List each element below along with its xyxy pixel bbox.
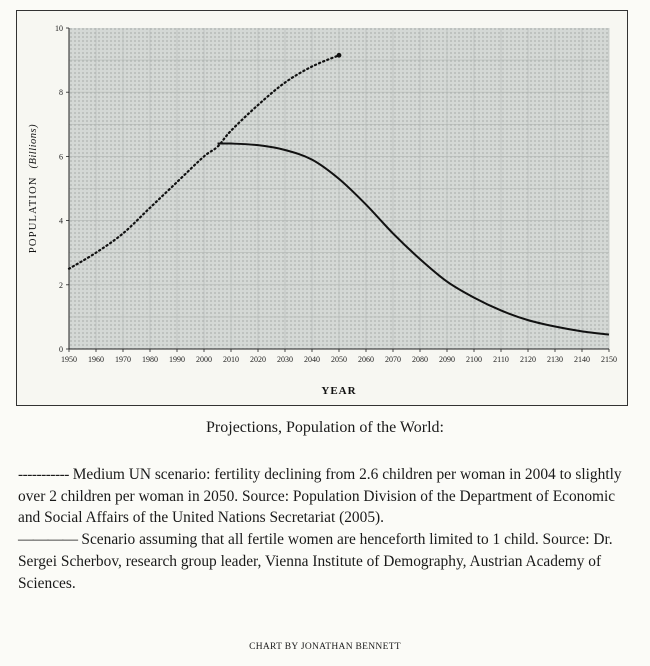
x-tick-label: 2050 bbox=[331, 355, 347, 364]
x-tick-labels: 1950 1960 1970 1980 1990 2000 2010 2020 2030 2040… bbox=[61, 349, 617, 364]
x-tick-label: 2020 bbox=[250, 355, 266, 364]
dotted-line-marker: ----------- bbox=[18, 466, 69, 483]
chart-notes: ----------- Medium UN scenario: fertilit… bbox=[18, 464, 628, 594]
y-tick-label: 6 bbox=[59, 152, 63, 161]
gridlines bbox=[68, 28, 610, 349]
note-medium-text: Medium UN scenario: fertility declining … bbox=[18, 466, 622, 527]
chart-caption: Projections, Population of the World: bbox=[206, 419, 444, 436]
series-line-medium-un bbox=[67, 54, 341, 270]
y-axis-title: POPULATION (Billions) bbox=[28, 124, 39, 253]
x-tick-label: 1990 bbox=[169, 355, 185, 364]
chart-frame: 1950 1960 1970 1980 1990 2000 2010 2020 2030 2040… bbox=[16, 10, 628, 406]
x-tick-label: 2070 bbox=[385, 355, 401, 364]
x-tick-label: 2120 bbox=[520, 355, 536, 364]
x-tick-label: 2100 bbox=[466, 355, 482, 364]
x-tick-label: 2030 bbox=[277, 355, 293, 364]
y-tick-label: 2 bbox=[59, 281, 63, 290]
x-tick-label: 1970 bbox=[115, 355, 131, 364]
x-tick-label: 1950 bbox=[61, 355, 77, 364]
x-tick-label: 2060 bbox=[358, 355, 374, 364]
x-tick-label: 2080 bbox=[412, 355, 428, 364]
population-chart: 1950 1960 1970 1980 1990 2000 2010 2020 2030 2040… bbox=[28, 24, 617, 397]
x-tick-label: 2010 bbox=[223, 355, 239, 364]
chart-credit: CHART BY JONATHAN BENNETT bbox=[249, 642, 401, 652]
y-tick-label: 0 bbox=[59, 345, 63, 354]
x-tick-label: 1980 bbox=[142, 355, 158, 364]
y-tick-label: 8 bbox=[59, 88, 63, 97]
series-lines bbox=[67, 52, 610, 336]
y-tick-labels: 0 2 4 6 8 10 bbox=[55, 24, 69, 354]
x-tick-label: 2110 bbox=[493, 355, 509, 364]
y-axis-unit: (Billions) bbox=[28, 124, 39, 169]
y-tick-label: 10 bbox=[55, 24, 63, 33]
x-tick-label: 2150 bbox=[601, 355, 617, 364]
note-medium-scenario: ----------- Medium UN scenario: fertilit… bbox=[18, 464, 628, 529]
x-axis-title: YEAR bbox=[321, 385, 356, 397]
x-tick-label: 2090 bbox=[439, 355, 455, 364]
series-line-one-child bbox=[217, 142, 610, 336]
series-end-point bbox=[336, 52, 342, 58]
x-tick-label: 1960 bbox=[88, 355, 104, 364]
x-tick-label: 2130 bbox=[547, 355, 563, 364]
x-tick-label: 2140 bbox=[574, 355, 590, 364]
x-tick-label: 2000 bbox=[196, 355, 212, 364]
note-one-child-scenario: ———— Scenario assuming that all fertile … bbox=[18, 529, 628, 594]
x-tick-label: 2040 bbox=[304, 355, 320, 364]
note-one-child-text: Scenario assuming that all fertile women… bbox=[18, 531, 613, 592]
solid-line-marker: ———— bbox=[18, 531, 78, 549]
y-axis-label: POPULATION bbox=[28, 176, 39, 253]
y-tick-label: 4 bbox=[59, 217, 63, 226]
